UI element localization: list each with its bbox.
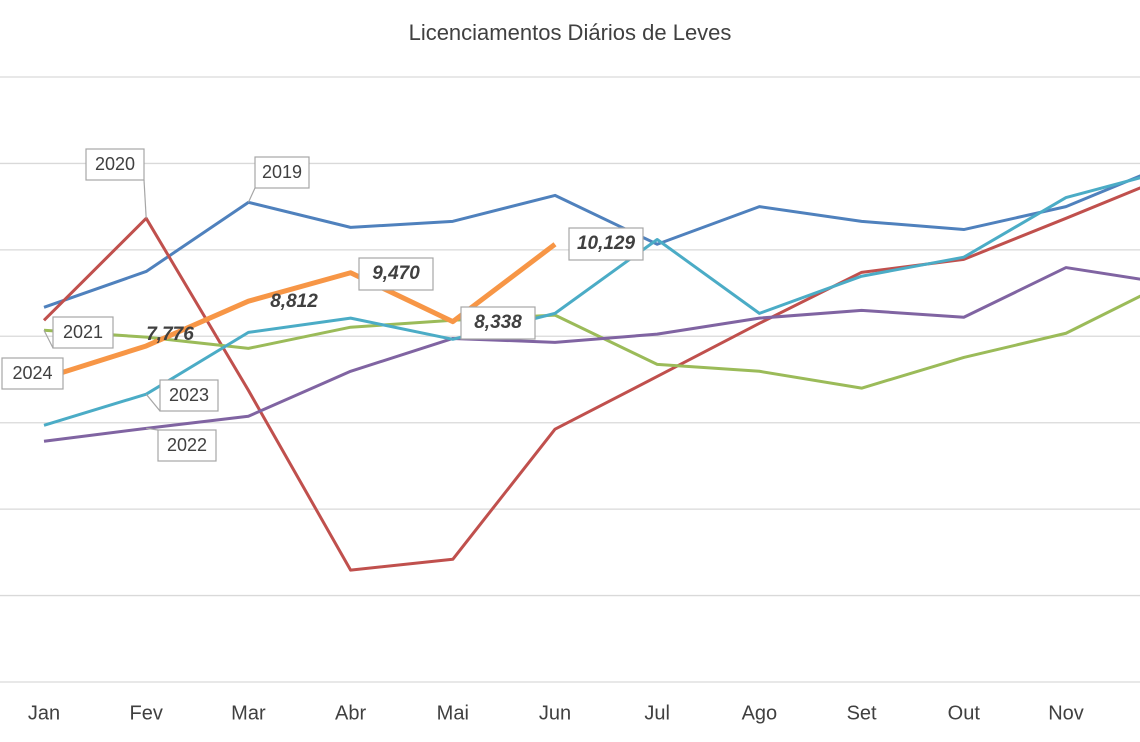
x-tick-label: Mai <box>437 702 469 724</box>
legend-label: 2024 <box>12 363 52 383</box>
legend-label: 2019 <box>262 162 302 182</box>
callout-leader <box>247 187 256 203</box>
data-label: 10,129 <box>577 233 636 254</box>
legend-label: 2022 <box>167 435 207 455</box>
x-tick-label: Abr <box>335 702 366 724</box>
callout-leader <box>146 427 159 431</box>
x-tick-label: Jul <box>644 702 670 724</box>
data-label: 9,470 <box>372 263 420 284</box>
series-line <box>43 294 1140 390</box>
x-tick-label: Set <box>847 702 877 724</box>
series-line <box>42 186 1140 572</box>
callout-box <box>85 148 145 181</box>
data-label: 8,812 <box>270 291 318 312</box>
callout-box <box>52 316 114 349</box>
label-box <box>568 227 644 261</box>
callout-leader <box>143 179 147 219</box>
x-tick-label: Nov <box>1048 702 1084 724</box>
label-box <box>358 257 434 291</box>
series-line <box>43 176 1140 427</box>
legend-label: 2023 <box>169 385 209 405</box>
callout-leader <box>43 329 54 349</box>
callout-box <box>1 357 64 390</box>
label-box <box>460 306 536 340</box>
callout-box <box>159 379 219 412</box>
chart-title: Licenciamentos Diários de Leves <box>409 20 732 45</box>
series-line <box>43 266 1140 443</box>
callout-box <box>254 156 310 189</box>
x-tick-label: Jun <box>539 702 571 724</box>
callout-leader <box>145 393 161 412</box>
x-tick-label: Fev <box>130 702 163 724</box>
x-tick-label: Out <box>948 702 981 724</box>
legend-label: 2021 <box>63 322 103 342</box>
legend-label: 2020 <box>95 154 135 174</box>
x-tick-label: Mar <box>231 702 266 724</box>
series-line <box>43 174 1140 309</box>
data-label: 7,776 <box>146 324 194 345</box>
data-label: 8,338 <box>474 312 522 333</box>
callout-box <box>157 429 217 462</box>
x-tick-label: Ago <box>742 702 778 724</box>
x-tick-label: Jan <box>28 702 60 724</box>
